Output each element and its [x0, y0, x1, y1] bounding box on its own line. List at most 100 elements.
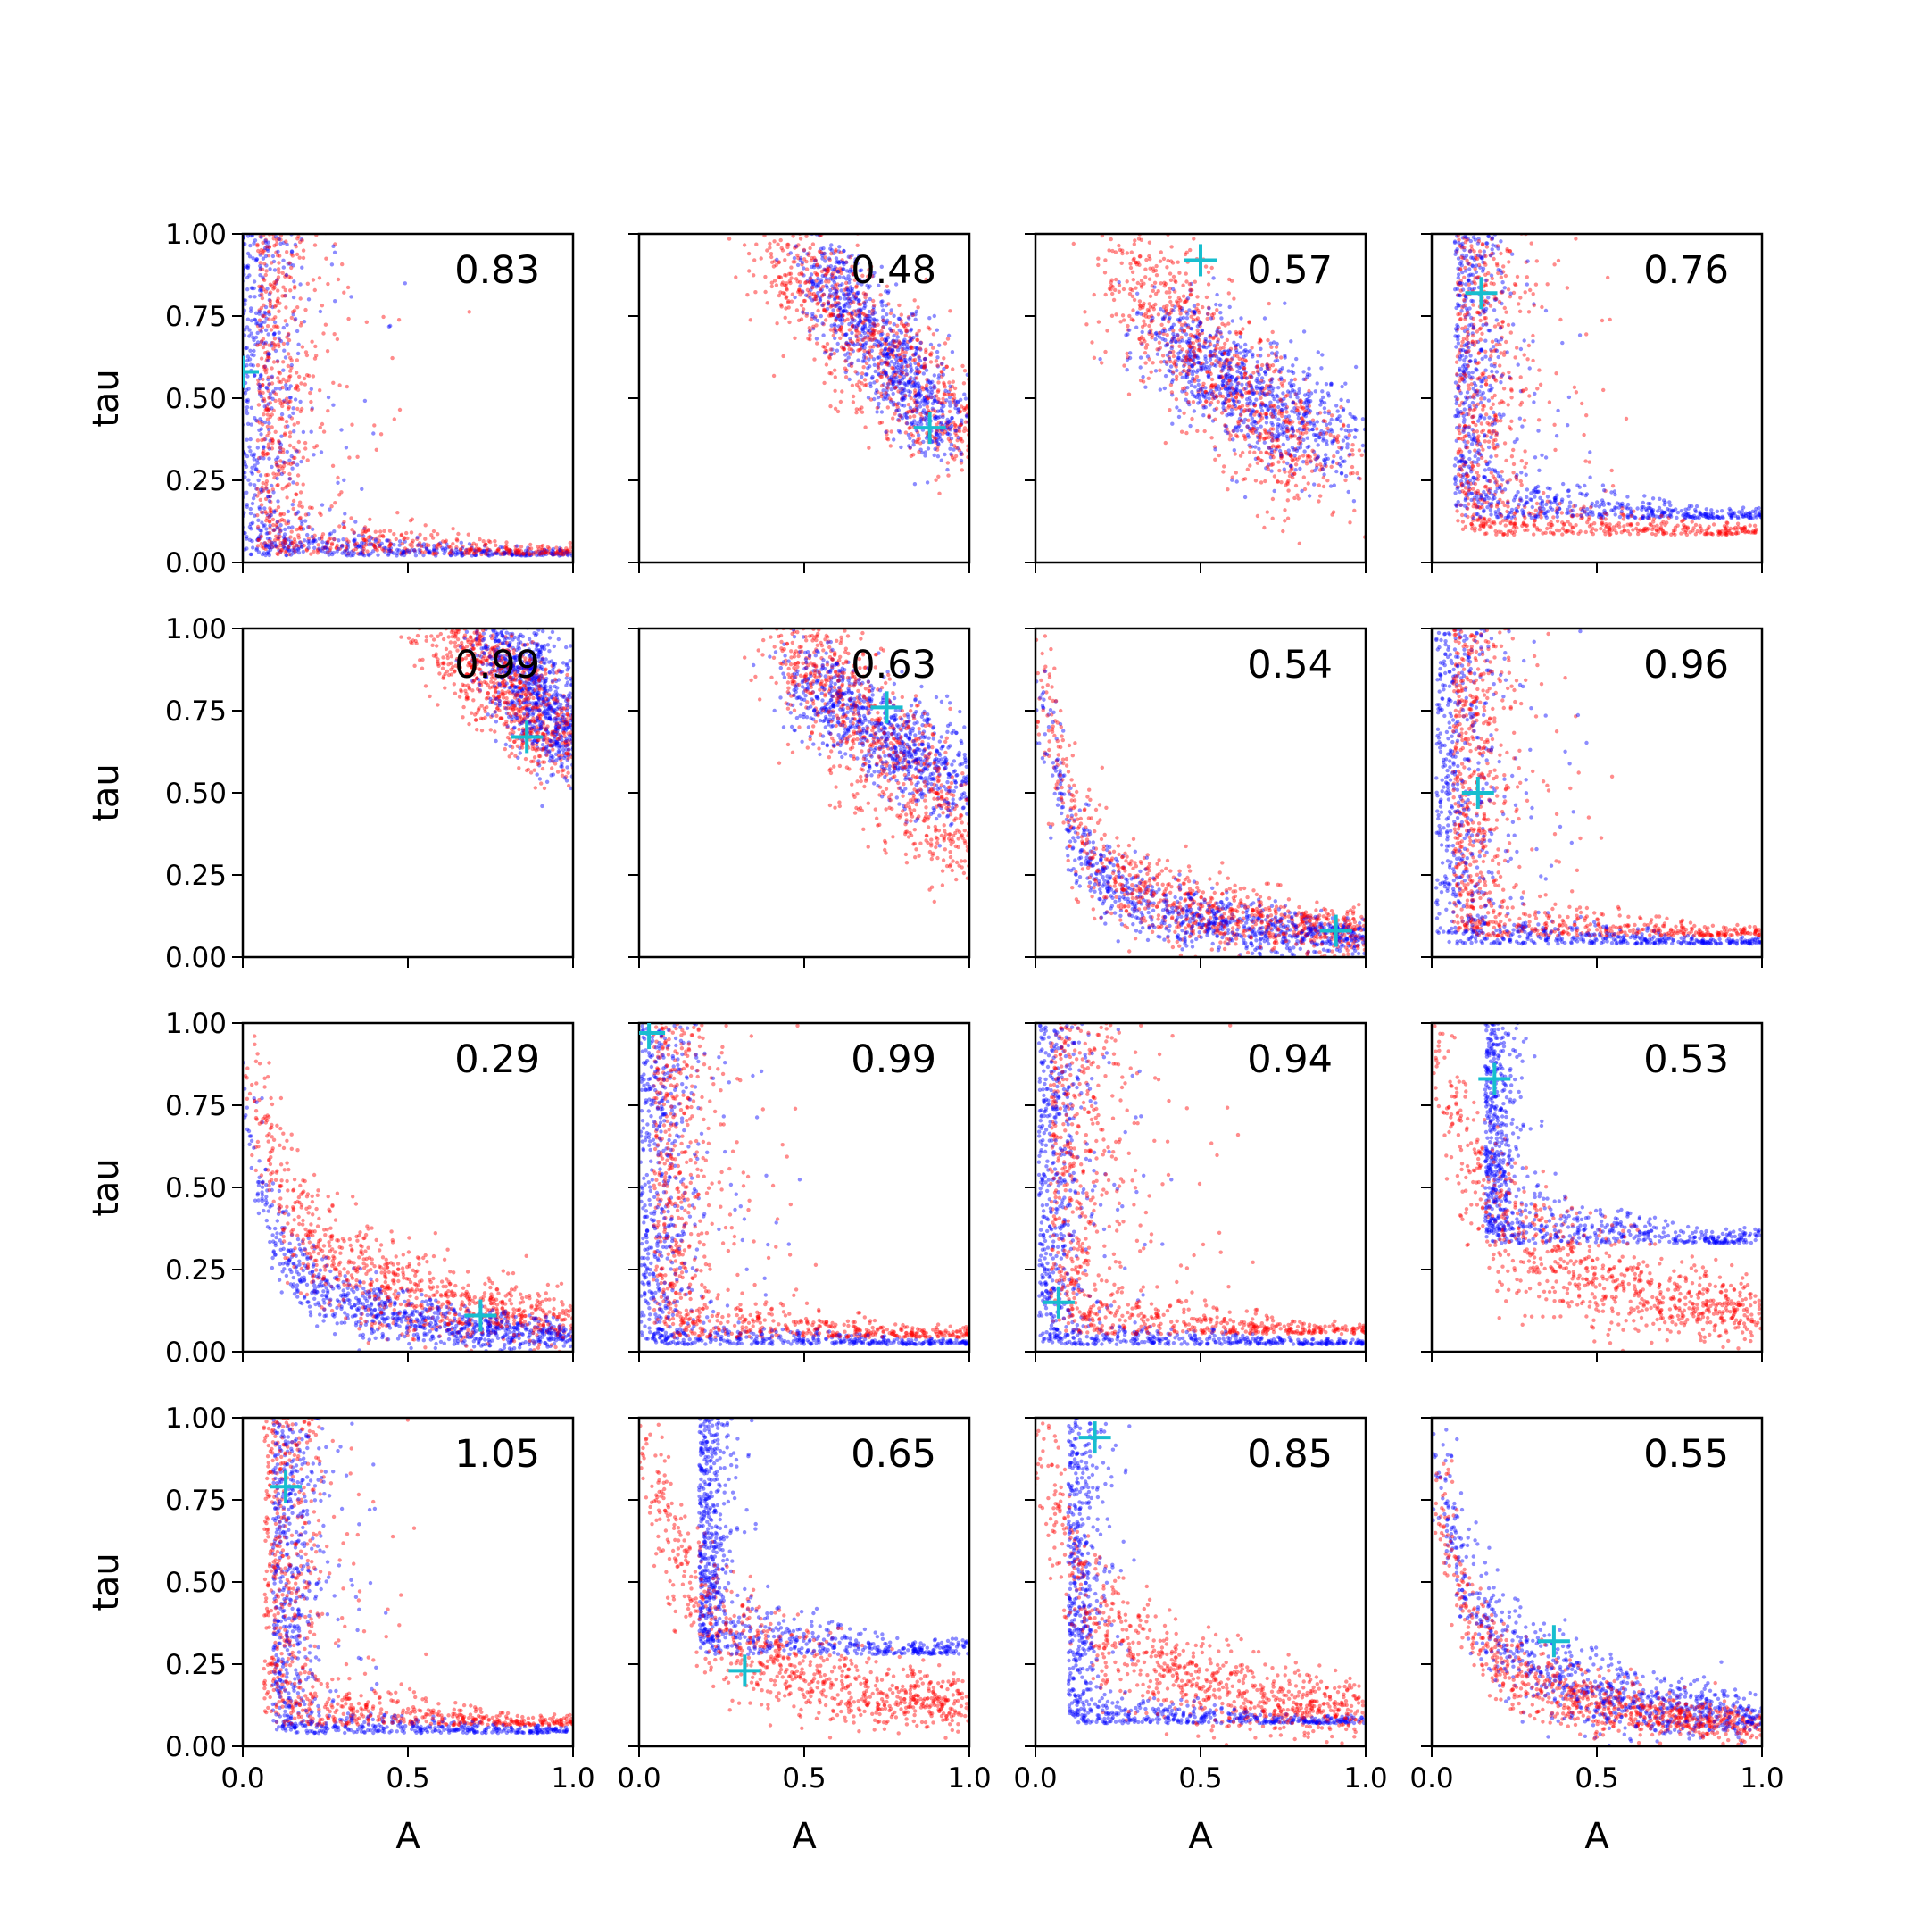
red-point [1139, 379, 1143, 382]
red-point [271, 518, 275, 521]
red-point [1006, 463, 1010, 467]
blue-point [1279, 378, 1283, 381]
blue-point [940, 406, 943, 410]
blue-point [935, 350, 939, 354]
blue-point [305, 533, 309, 537]
red-point [822, 381, 826, 385]
blue-point [975, 404, 978, 407]
red-point [781, 248, 785, 252]
red-point [1234, 433, 1238, 437]
red-point [361, 532, 364, 536]
red-point [1243, 372, 1247, 376]
blue-point [403, 281, 407, 285]
blue-point [276, 223, 279, 227]
red-point [569, 549, 572, 553]
red-point [1157, 289, 1160, 293]
red-point [269, 304, 272, 308]
blue-point [282, 229, 286, 232]
blue-point [296, 547, 300, 551]
red-point [444, 540, 447, 544]
red-point [1195, 295, 1199, 298]
blue-point [1193, 409, 1196, 412]
blue-point [276, 526, 279, 529]
red-point [290, 316, 294, 320]
blue-point [933, 314, 936, 318]
blue-point [900, 330, 903, 334]
red-point [1241, 357, 1244, 361]
blue-point [880, 410, 884, 413]
blue-point [280, 472, 284, 476]
red-point [1001, 458, 1004, 462]
red-point [522, 553, 526, 556]
red-point [909, 426, 912, 429]
red-point [283, 400, 287, 404]
red-point [1147, 309, 1151, 312]
blue-point [237, 329, 240, 332]
red-point [913, 358, 917, 362]
blue-point [279, 339, 283, 343]
blue-point [885, 353, 889, 356]
blue-point [1344, 435, 1348, 438]
blue-point [256, 340, 260, 344]
red-point [283, 294, 287, 297]
red-point [1120, 262, 1124, 265]
red-point [1267, 354, 1270, 357]
blue-point [1238, 351, 1242, 354]
red-point [484, 552, 487, 555]
blue-point [1272, 409, 1276, 412]
red-point [943, 385, 947, 388]
red-point [785, 287, 788, 290]
red-point [1250, 346, 1253, 349]
blue-point [897, 363, 901, 367]
red-point [839, 251, 843, 254]
blue-point [1328, 421, 1332, 425]
red-point [298, 256, 302, 260]
red-point [814, 323, 818, 327]
red-point [288, 435, 292, 438]
red-point [819, 287, 822, 291]
red-point [1215, 308, 1218, 312]
red-point [813, 271, 817, 274]
blue-point [982, 442, 985, 446]
red-point [880, 375, 884, 379]
red-point [1107, 248, 1110, 252]
blue-point [1340, 471, 1343, 475]
blue-point [349, 295, 353, 298]
blue-point [923, 454, 927, 457]
red-point [808, 333, 811, 337]
red-point [316, 543, 320, 546]
blue-point [857, 299, 860, 303]
red-point [1097, 320, 1101, 323]
red-point [1131, 271, 1134, 274]
blue-point [940, 439, 943, 443]
blue-point [1139, 355, 1143, 359]
red-point [296, 421, 300, 424]
blue-point [259, 456, 262, 460]
blue-point [320, 540, 324, 544]
red-point [794, 277, 798, 280]
blue-point [935, 355, 939, 359]
red-point [260, 356, 263, 360]
blue-point [1227, 364, 1231, 368]
blue-point [1280, 408, 1284, 412]
red-point [1248, 463, 1251, 467]
red-point [295, 305, 299, 309]
red-point [999, 385, 1002, 388]
red-point [871, 321, 875, 325]
red-point [343, 525, 346, 529]
red-point [276, 464, 279, 468]
red-point [1276, 460, 1280, 463]
red-point [304, 512, 308, 516]
red-point [916, 437, 919, 441]
blue-point [1339, 456, 1342, 460]
red-point [775, 321, 778, 325]
red-point [852, 221, 855, 225]
red-point [1110, 292, 1114, 296]
blue-point [1236, 382, 1240, 386]
blue-point [1231, 412, 1234, 416]
blue-point [912, 383, 916, 387]
blue-point [1210, 392, 1214, 396]
blue-point [842, 275, 845, 279]
red-point [255, 244, 259, 247]
blue-point [402, 550, 405, 554]
